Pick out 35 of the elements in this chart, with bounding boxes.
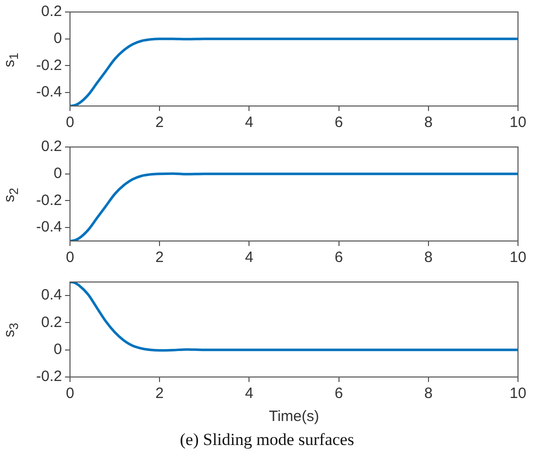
line-series <box>70 172 518 241</box>
line-series <box>70 38 518 106</box>
text: (e) Sliding mode surfaces <box>178 430 356 450</box>
y-tick-label: -0.4 <box>36 84 62 101</box>
y-tick-label: -0.4 <box>36 218 62 236</box>
x-tick-label: 2 <box>155 249 164 266</box>
x-tick-label: 0 <box>66 114 74 132</box>
y-tick-label: 0 <box>54 341 62 358</box>
x-tick-label: 10 <box>510 114 526 132</box>
x-tick-label: 2 <box>155 385 164 402</box>
x-tick-label: 8 <box>424 385 433 402</box>
x-tick-label: 6 <box>334 114 343 132</box>
x-tick-label: 10 <box>510 385 526 402</box>
x-tick-label: 0 <box>66 385 74 402</box>
x-tick-label: 6 <box>334 249 343 266</box>
x-tick-label: 10 <box>510 249 526 266</box>
x-tick-label: 8 <box>424 249 433 266</box>
x-tick-label: 2 <box>155 114 164 132</box>
y-tick-label: 0 <box>54 165 62 182</box>
y-tick-label: -0.2 <box>36 56 62 74</box>
y-tick-label: -0.2 <box>36 192 62 209</box>
x-tick-label: 4 <box>245 249 254 266</box>
y-tick-label: 0.2 <box>41 138 62 156</box>
y-tick-label: 0 <box>54 30 62 47</box>
x-tick-label: 6 <box>334 385 343 402</box>
line-series <box>70 282 518 352</box>
x-tick-label: 0 <box>66 249 74 266</box>
y-tick-label: 0.2 <box>41 314 62 331</box>
y-tick-label: 0.2 <box>41 3 62 20</box>
y-tick-label: 0.4 <box>41 286 62 304</box>
y-tick-label: -0.2 <box>36 368 62 386</box>
x-tick-label: 4 <box>245 385 254 402</box>
x-tick-label: 8 <box>424 114 433 132</box>
x-tick-label: 4 <box>245 114 254 132</box>
x-axis-title: Time(s) <box>268 408 320 426</box>
